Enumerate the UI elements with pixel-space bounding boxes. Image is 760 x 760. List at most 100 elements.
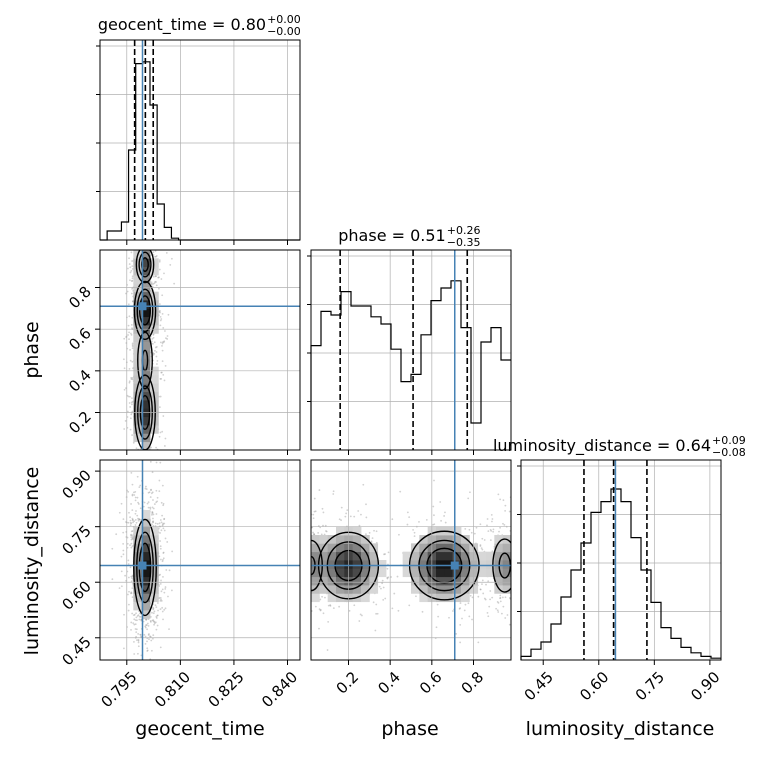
density-cell <box>377 568 387 578</box>
sample-point <box>131 327 133 330</box>
sample-point <box>504 509 507 512</box>
density-cell <box>411 568 420 578</box>
sample-point <box>162 552 165 554</box>
density-cell <box>141 441 151 450</box>
sample-point <box>425 518 428 521</box>
sample-point <box>498 530 500 533</box>
sample-point <box>305 558 307 560</box>
density-cell <box>141 593 151 603</box>
sample-point <box>155 255 157 258</box>
sample-point <box>307 580 309 582</box>
sample-point <box>338 605 341 608</box>
sample-point <box>481 537 484 540</box>
density-cell <box>133 585 143 594</box>
sample-point <box>348 609 351 612</box>
density-cell <box>444 551 454 561</box>
sample-point <box>159 532 161 534</box>
sample-point <box>162 415 165 417</box>
sample-point <box>133 242 135 244</box>
density-cell <box>369 576 379 586</box>
sample-point <box>152 619 155 622</box>
sample-point <box>139 484 142 487</box>
sample-point <box>151 243 153 245</box>
sample-point <box>136 496 139 499</box>
density-cell <box>419 593 429 603</box>
sample-point <box>307 532 309 534</box>
density-cell <box>336 535 345 544</box>
sample-point <box>145 247 147 249</box>
sample-point <box>479 544 482 546</box>
sample-point <box>145 618 148 621</box>
density-cell <box>369 560 379 569</box>
sample-point <box>131 596 134 599</box>
sample-point <box>329 604 332 606</box>
sample-point <box>170 257 173 260</box>
sample-point <box>137 652 139 655</box>
sample-point <box>162 502 165 505</box>
sample-point <box>149 620 152 622</box>
panel-frame <box>99 39 301 241</box>
density-cell <box>319 568 329 578</box>
sample-point <box>167 595 169 598</box>
sample-point <box>511 542 513 544</box>
sample-point <box>479 545 482 547</box>
sample-point <box>130 536 133 538</box>
sample-point <box>308 558 310 560</box>
density-cell <box>327 551 337 561</box>
y-tick-label-phase-0-2: 0.2 <box>65 408 95 438</box>
sample-point <box>159 461 162 464</box>
sample-point <box>127 563 130 565</box>
sample-point <box>362 483 365 486</box>
density-cell <box>150 383 159 393</box>
sample-point <box>323 533 326 536</box>
sample-point <box>130 323 133 326</box>
sample-point <box>499 498 502 501</box>
density-cell <box>352 568 362 578</box>
sample-point <box>137 519 140 522</box>
sample-point <box>306 600 308 602</box>
sample-point <box>327 604 330 607</box>
sample-point <box>305 512 307 514</box>
sample-point <box>160 521 163 524</box>
sample-point <box>159 545 162 548</box>
sample-point <box>418 520 420 523</box>
sample-point <box>135 628 138 631</box>
sample-point <box>155 615 158 618</box>
sample-point <box>307 542 309 544</box>
sample-point <box>149 460 152 463</box>
sample-point <box>163 445 166 447</box>
sample-point <box>304 535 306 537</box>
density-cell <box>141 543 151 553</box>
luminosity-distance-title: luminosity_distance = 0.64 +0.09−0.08 <box>493 434 746 459</box>
density-cell <box>361 535 370 544</box>
sample-point <box>304 573 306 575</box>
sample-point <box>130 522 133 525</box>
sample-point <box>162 504 165 507</box>
density-cell <box>150 576 159 586</box>
sample-point <box>144 626 147 629</box>
sample-point <box>133 623 136 626</box>
sample-point <box>166 541 169 543</box>
x-tick-label-phase-0-8: 0.8 <box>458 668 488 698</box>
sample-point <box>502 522 504 525</box>
density-cell <box>150 568 159 578</box>
panel-frame <box>99 459 301 661</box>
sample-point <box>153 621 156 623</box>
sample-point <box>357 510 360 512</box>
sample-point <box>384 553 386 555</box>
truth-marker <box>138 561 147 570</box>
density-cell <box>141 258 151 268</box>
sample-point <box>136 475 139 478</box>
sample-point <box>486 518 489 520</box>
sample-point <box>155 345 158 348</box>
sample-point <box>471 596 474 599</box>
sample-point <box>473 532 476 535</box>
sample-point <box>160 558 162 561</box>
sample-point <box>154 522 157 525</box>
density-cell <box>141 308 151 318</box>
sample-point <box>131 536 134 538</box>
sample-point <box>162 557 165 560</box>
sample-point <box>308 620 310 622</box>
x-tick-label-phase-0-6: 0.6 <box>416 668 446 698</box>
sample-point <box>158 268 161 271</box>
